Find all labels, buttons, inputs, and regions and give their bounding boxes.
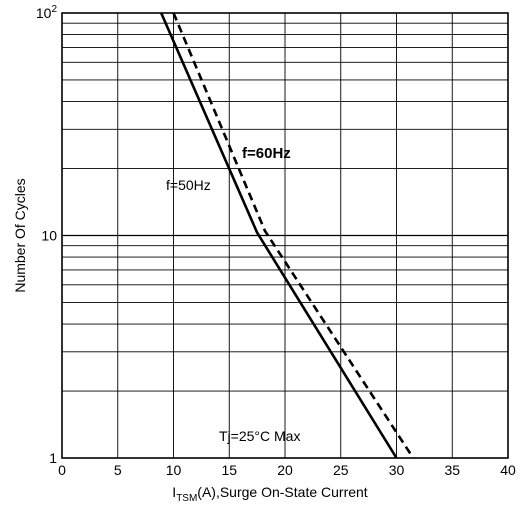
y-tick-label: 10 (41, 228, 57, 244)
x-tick-label: 5 (114, 462, 122, 478)
annotation-f60: f=60Hz (242, 145, 291, 162)
series-line (160, 12, 398, 459)
annotation-f50: f=50Hz (166, 177, 211, 193)
y-tick-base: 1 (49, 450, 57, 466)
y-tick-exponent: 2 (51, 4, 57, 15)
y-axis-label: Number Of Cycles (12, 178, 28, 292)
grid-lines (62, 13, 508, 458)
x-tick-label: 10 (166, 462, 182, 478)
x-tick-label: 35 (444, 462, 460, 478)
x-tick-label: 0 (58, 462, 66, 478)
annotation-condition: Tj=25°C Max (219, 428, 300, 444)
x-axis-label: ITSM(A),Surge On-State Current (172, 484, 368, 504)
y-tick-base: 10 (41, 228, 57, 244)
x-tick-label: 40 (500, 462, 516, 478)
x-tick-label: 25 (333, 462, 349, 478)
plot-frame (61, 12, 509, 459)
x-axis-label-subscript: TSM (176, 493, 197, 504)
y-tick-label: 102 (36, 4, 58, 21)
x-axis-label-rest: (A),Surge On-State Current (197, 484, 368, 500)
x-tick-label: 20 (277, 462, 293, 478)
x-axis-label-main: I (172, 484, 176, 500)
x-tick-labels: 0 5 10 15 20 25 30 35 40 (58, 462, 516, 478)
y-tick-base: 10 (36, 5, 52, 21)
x-tick-label: 15 (221, 462, 237, 478)
y-tick-label: 1 (49, 450, 57, 466)
series-group (160, 12, 415, 459)
series-line (172, 12, 415, 459)
x-tick-label: 30 (389, 462, 405, 478)
